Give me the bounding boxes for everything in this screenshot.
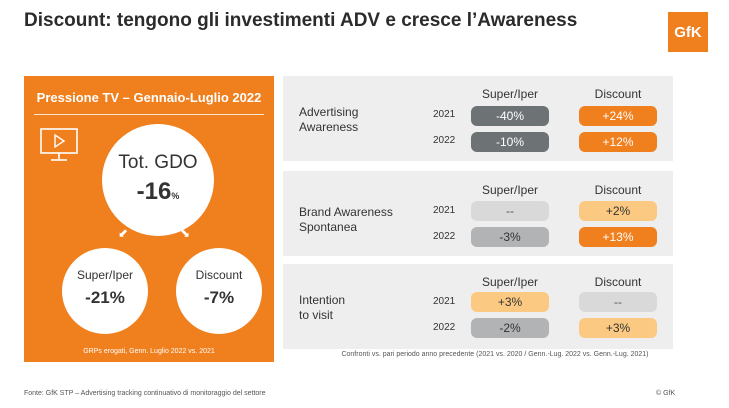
super-label: Super/Iper [76, 268, 134, 282]
super-iper-circle: Super/Iper -21% [62, 248, 148, 334]
year-label: 2022 [433, 135, 456, 146]
super-value: -21% [85, 288, 125, 307]
total-label: Tot. GDO [118, 152, 198, 173]
block-brand-awareness: Brand Awareness Spontanea Super/Iper Dis… [283, 171, 673, 256]
value-pill: +12% [579, 132, 657, 152]
column-header-super: Super/Iper [481, 87, 539, 101]
value-pill: +13% [579, 227, 657, 247]
block-advertising-awareness: Advertising Awareness Super/Iper Discoun… [283, 76, 673, 161]
block-label-line1: Advertising [299, 105, 359, 119]
panel-footnote: GRPs erogati, Genn. Luglio 2022 vs. 2021 [83, 348, 215, 355]
value-pill: -- [579, 292, 657, 312]
source-note: Fonte: GfK STP – Advertising tracking co… [24, 390, 266, 397]
column-header-discount: Discount [594, 183, 642, 197]
year-label: 2021 [433, 296, 456, 307]
total-value-line: -16% [102, 178, 214, 206]
block-label-line2: Awareness [299, 120, 359, 134]
arrow-down-right-icon: ⬊ [180, 226, 191, 240]
value-pill: +24% [579, 106, 657, 126]
column-header-super: Super/Iper [481, 183, 539, 197]
value-pill: +3% [471, 292, 549, 312]
block-label-line1: Intention [299, 293, 346, 307]
total-gdo-circle: Tot. GDO -16% [102, 124, 214, 236]
block-label: Advertising Awareness [299, 105, 358, 135]
value-pill: +3% [579, 318, 657, 338]
column-header-discount: Discount [594, 275, 642, 289]
year-label: 2021 [433, 109, 456, 120]
year-label: 2022 [433, 322, 456, 333]
value-pill: -2% [471, 318, 549, 338]
page-title: Discount: tengono gli investimenti ADV e… [24, 10, 578, 31]
copyright: © GfK [656, 390, 676, 397]
panel-divider [34, 114, 264, 115]
block-intention-to-visit: Intention to visit Super/Iper Discount 2… [283, 264, 673, 349]
block-label-line2: Spontanea [299, 220, 358, 234]
column-header-super: Super/Iper [481, 275, 539, 289]
discount-circle: Discount -7% [176, 248, 262, 334]
block-label-line2: to visit [299, 308, 334, 322]
arrow-down-left-icon: ⬋ [118, 226, 129, 240]
gfk-logo: GfK [668, 12, 708, 52]
year-label: 2021 [433, 205, 456, 216]
column-header-discount: Discount [594, 87, 642, 101]
year-label: 2022 [433, 231, 456, 242]
tv-pressure-panel: Pressione TV – Gennaio-Luglio 2022 Tot. … [24, 76, 274, 362]
panel-title: Pressione TV – Gennaio-Luglio 2022 [36, 90, 262, 105]
discount-value: -7% [203, 288, 235, 307]
value-pill: -- [471, 201, 549, 221]
value-pill: +2% [579, 201, 657, 221]
block-label: Brand Awareness Spontanea [299, 205, 393, 235]
block-label: Intention to visit [299, 293, 345, 323]
value-pill: -40% [471, 106, 549, 126]
value-pill: -10% [471, 132, 549, 152]
tv-play-icon [40, 128, 78, 161]
total-value: -16 [136, 178, 172, 205]
comparison-note: Confronti vs. pari periodo anno preceden… [341, 351, 649, 358]
block-label-line1: Brand Awareness [299, 205, 393, 219]
discount-label: Discount [195, 268, 243, 282]
value-pill: -3% [471, 227, 549, 247]
total-unit: % [171, 191, 180, 201]
